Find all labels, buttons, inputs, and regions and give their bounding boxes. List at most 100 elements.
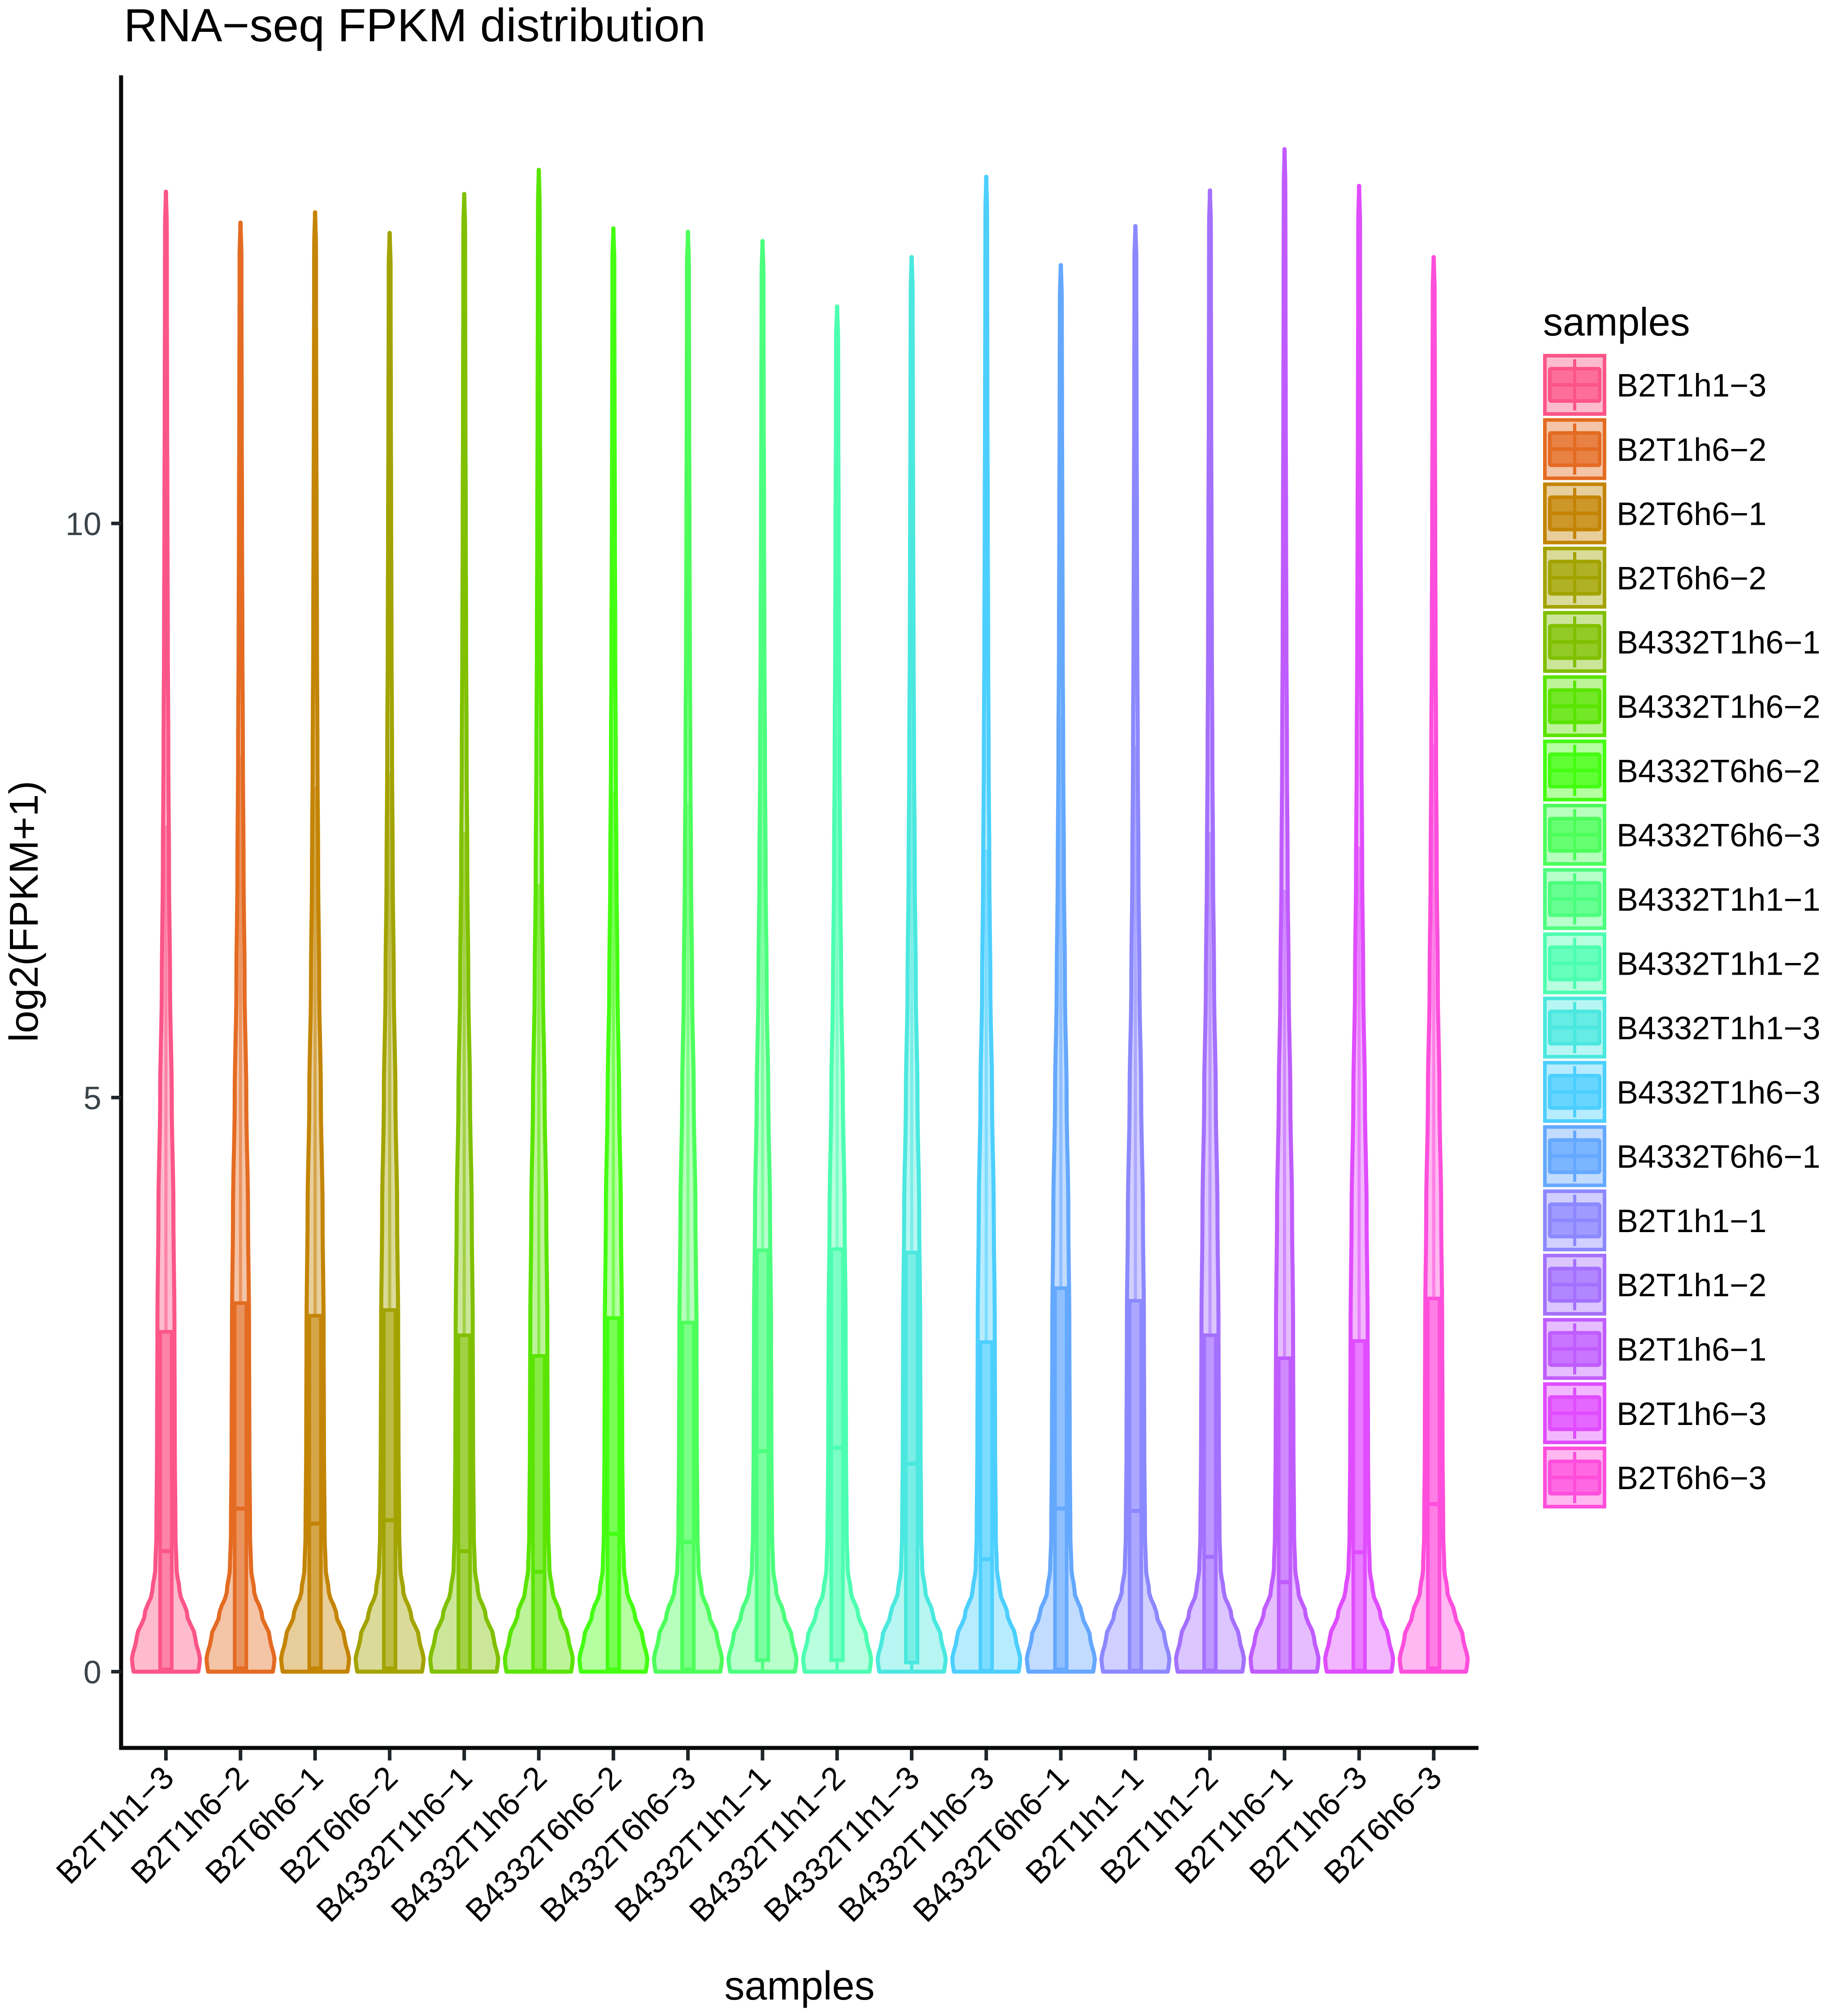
legend-key-icon	[1543, 546, 1606, 609]
legend-key-icon	[1543, 482, 1606, 545]
legend-item: B4332T1h6−2	[1543, 675, 1820, 737]
legend-key-icon	[1543, 611, 1606, 673]
iqr-box	[307, 1314, 323, 1670]
legend-key-icon	[1543, 997, 1606, 1059]
legend-item: B4332T1h6−1	[1543, 611, 1820, 673]
legend-key-icon	[1543, 1318, 1606, 1380]
legend-item: B2T6h6−1	[1543, 482, 1766, 545]
iqr-box	[233, 1301, 248, 1670]
legend-label: B4332T1h6−2	[1617, 689, 1820, 725]
legend-key-icon	[1543, 1254, 1606, 1316]
legend-key-icon	[1543, 1125, 1606, 1187]
violin-2	[204, 220, 277, 1674]
legend-item: B2T1h1−3	[1543, 354, 1766, 416]
legend-key-icon	[1543, 868, 1606, 930]
violin-12	[950, 174, 1022, 1674]
legend-item: B2T1h6−1	[1543, 1318, 1766, 1380]
legend-label: B4332T1h1−1	[1617, 882, 1820, 918]
violin-4	[353, 231, 426, 1674]
legend-title: samples	[1543, 300, 1690, 344]
iqr-box	[1426, 1297, 1442, 1670]
violin-10	[801, 304, 874, 1674]
legend-items: B2T1h1−3 B2T1h6−2 B2T6h6−1 B2T6h6−2 B4332T1h…	[1543, 354, 1820, 1509]
legend-item: B4332T1h1−1	[1543, 868, 1820, 930]
violin-3	[279, 210, 351, 1674]
x-axis-ticks: B2T1h1−3B2T1h6−2B2T6h6−1B2T6h6−2B4332T1h…	[49, 1750, 1448, 1929]
y-axis-ticks: 0 5 10	[65, 506, 121, 1691]
iqr-box	[1053, 1286, 1069, 1671]
legend-item: B2T1h6−2	[1543, 418, 1766, 480]
violin-9	[726, 239, 799, 1674]
violin-7	[577, 226, 650, 1674]
legend-label: B4332T1h6−3	[1617, 1075, 1820, 1111]
x-axis-title: samples	[724, 1964, 874, 2009]
legend-item: B4332T1h6−3	[1543, 1061, 1820, 1123]
iqr-box	[158, 1330, 174, 1671]
legend-label: B2T1h1−1	[1617, 1203, 1766, 1239]
legend-label: B2T6h6−2	[1617, 561, 1766, 597]
iqr-box	[904, 1250, 919, 1664]
legend-key-icon	[1543, 1382, 1606, 1444]
iqr-box	[605, 1316, 621, 1671]
legend-key-icon	[1543, 932, 1606, 994]
legend-item: B4332T6h6−1	[1543, 1125, 1820, 1187]
violin-15	[1174, 188, 1246, 1674]
iqr-box	[680, 1320, 696, 1671]
legend-key-icon	[1543, 739, 1606, 802]
legend-label: B4332T6h6−3	[1617, 818, 1820, 854]
legend-label: B4332T1h6−1	[1617, 625, 1820, 661]
iqr-box	[1351, 1339, 1367, 1673]
y-tick-label: 5	[83, 1081, 101, 1116]
violin-5	[428, 192, 500, 1674]
violin-11	[875, 255, 948, 1674]
legend-item: B2T1h1−2	[1543, 1254, 1766, 1316]
legend-key-icon	[1543, 354, 1606, 416]
legend-label: B2T1h6−1	[1617, 1332, 1766, 1368]
legend-key-icon	[1543, 1061, 1606, 1123]
violin-14	[1099, 224, 1172, 1674]
iqr-box	[382, 1308, 397, 1670]
iqr-box	[978, 1340, 994, 1673]
y-tick-label: 10	[65, 506, 101, 542]
legend-item: B2T6h6−2	[1543, 546, 1766, 609]
legend-key-icon	[1543, 675, 1606, 737]
legend-item: B2T6h6−3	[1543, 1447, 1766, 1509]
legend-label: B4332T6h6−2	[1617, 754, 1820, 789]
legend-label: B2T1h1−3	[1617, 368, 1766, 404]
iqr-box	[829, 1247, 845, 1662]
legend-item: B4332T6h6−3	[1543, 804, 1820, 866]
iqr-box	[1127, 1299, 1143, 1673]
legend-label: B2T1h6−2	[1617, 432, 1766, 468]
legend-label: B2T1h1−2	[1617, 1268, 1766, 1303]
legend-label: B4332T6h6−1	[1617, 1139, 1820, 1175]
legend-item: B4332T6h6−2	[1543, 739, 1820, 802]
iqr-box	[457, 1333, 472, 1673]
violins-layer	[130, 147, 1470, 1674]
legend-key-icon	[1543, 1189, 1606, 1251]
legend-label: B4332T1h1−3	[1617, 1011, 1820, 1046]
iqr-box	[1277, 1356, 1292, 1673]
iqr-box	[531, 1354, 547, 1673]
legend-key-icon	[1543, 418, 1606, 480]
legend-label: B2T6h6−3	[1617, 1460, 1766, 1496]
iqr-box	[1202, 1333, 1218, 1673]
legend-key-icon	[1543, 804, 1606, 866]
legend-item: B2T1h1−1	[1543, 1189, 1766, 1251]
legend-label: B2T1h6−3	[1617, 1396, 1766, 1432]
y-axis-title: log2(FPKM+1)	[2, 781, 47, 1042]
violin-1	[130, 189, 202, 1674]
violin-16	[1248, 147, 1321, 1674]
violin-18	[1397, 255, 1470, 1674]
y-tick-label: 0	[83, 1655, 101, 1691]
chart-title: RNA−seq FPKM distribution	[124, 0, 706, 52]
legend-key-icon	[1543, 1447, 1606, 1509]
violin-17	[1323, 183, 1396, 1674]
legend: samples B2T1h1−3 B2T1h6−2 B2T6h6−1 B2T6h6−2…	[1543, 300, 1820, 1509]
iqr-box	[755, 1248, 770, 1662]
legend-label: B2T6h6−1	[1617, 497, 1766, 532]
violin-13	[1025, 263, 1097, 1674]
violin-6	[503, 168, 575, 1674]
violin-8	[652, 230, 724, 1674]
